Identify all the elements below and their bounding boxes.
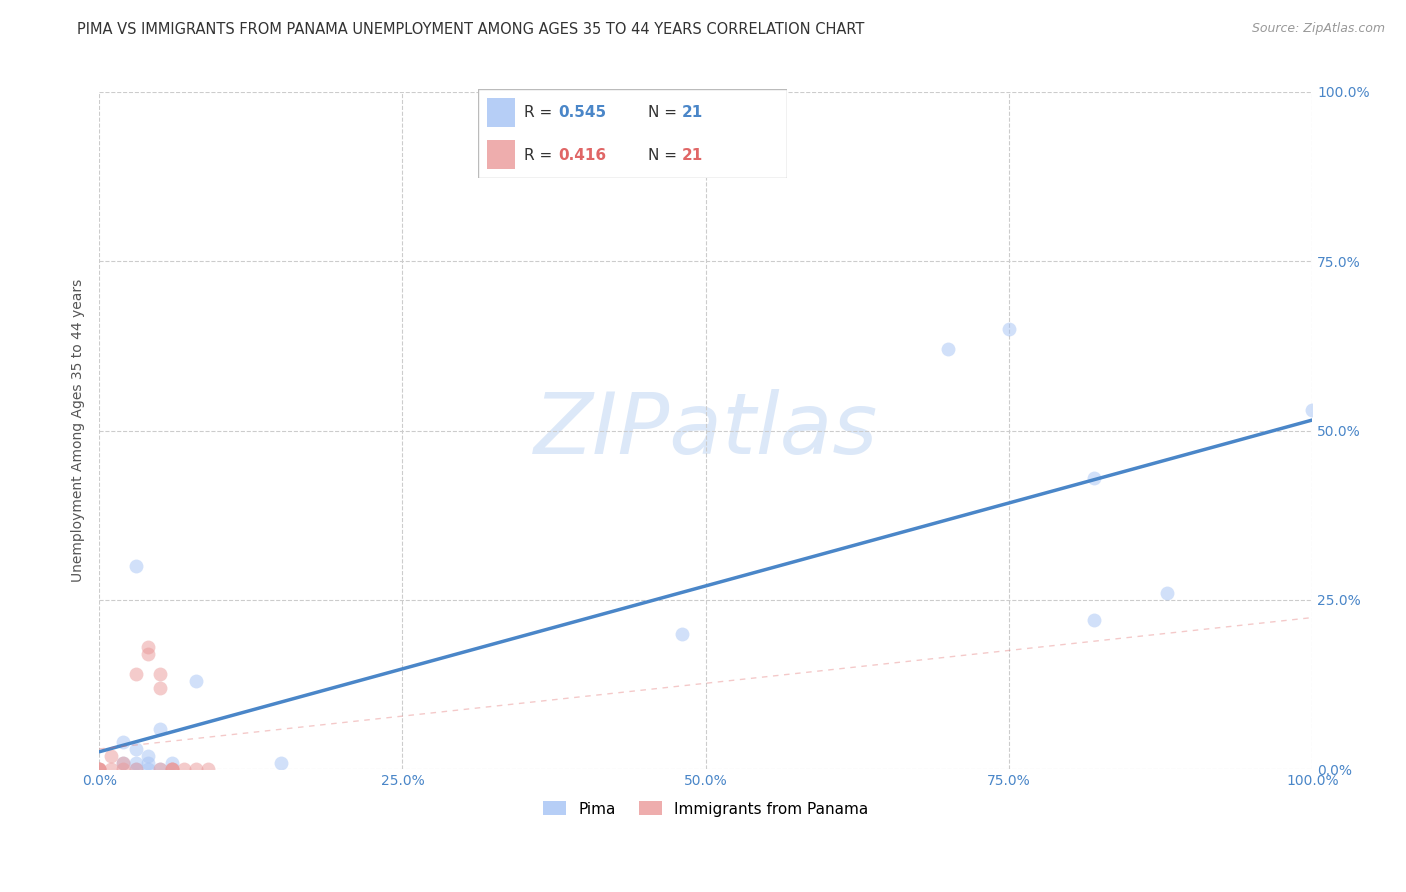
Point: [160, 762, 183, 776]
Text: ZIPatlas: ZIPatlas: [534, 389, 877, 472]
Point: [186, 762, 208, 776]
Point: [136, 756, 159, 770]
Point: [112, 756, 135, 770]
Point: [149, 681, 172, 695]
Point: [124, 559, 146, 574]
Point: [938, 343, 960, 357]
Point: [1301, 403, 1323, 417]
Point: [149, 762, 172, 776]
Y-axis label: Unemployment Among Ages 35 to 44 years: Unemployment Among Ages 35 to 44 years: [72, 279, 86, 582]
Point: [100, 762, 122, 776]
Point: [998, 322, 1021, 336]
Text: N =: N =: [648, 105, 682, 120]
Point: [270, 756, 292, 770]
Text: Source: ZipAtlas.com: Source: ZipAtlas.com: [1251, 22, 1385, 36]
Text: PIMA VS IMMIGRANTS FROM PANAMA UNEMPLOYMENT AMONG AGES 35 TO 44 YEARS CORRELATIO: PIMA VS IMMIGRANTS FROM PANAMA UNEMPLOYM…: [77, 22, 865, 37]
Point: [89, 762, 111, 776]
Point: [149, 722, 172, 736]
Text: 21: 21: [682, 148, 703, 162]
Point: [197, 762, 219, 776]
Point: [136, 762, 159, 776]
Point: [149, 762, 172, 776]
Legend: Pima, Immigrants from Panama: Pima, Immigrants from Panama: [537, 796, 875, 822]
Text: N =: N =: [648, 148, 682, 162]
Bar: [488, 98, 515, 127]
Point: [89, 762, 111, 776]
Point: [112, 735, 135, 749]
Point: [160, 762, 183, 776]
Point: [671, 627, 693, 641]
Point: [89, 762, 111, 776]
Point: [136, 647, 159, 661]
Point: [112, 756, 135, 770]
Point: [1083, 613, 1105, 627]
Point: [186, 674, 208, 689]
Point: [124, 742, 146, 756]
Point: [89, 762, 111, 776]
Point: [160, 756, 183, 770]
Text: 0.545: 0.545: [558, 105, 606, 120]
Point: [100, 748, 122, 763]
FancyBboxPatch shape: [478, 89, 787, 178]
Point: [1083, 471, 1105, 485]
Text: R =: R =: [524, 105, 558, 120]
Text: R =: R =: [524, 148, 558, 162]
Point: [149, 667, 172, 681]
Point: [124, 756, 146, 770]
Point: [160, 762, 183, 776]
Point: [124, 667, 146, 681]
Point: [1156, 586, 1178, 600]
Point: [112, 762, 135, 776]
Text: 0.416: 0.416: [558, 148, 606, 162]
Point: [173, 762, 195, 776]
Point: [124, 762, 146, 776]
Bar: [488, 140, 515, 169]
Point: [124, 762, 146, 776]
Point: [136, 748, 159, 763]
Point: [136, 640, 159, 655]
Text: 21: 21: [682, 105, 703, 120]
